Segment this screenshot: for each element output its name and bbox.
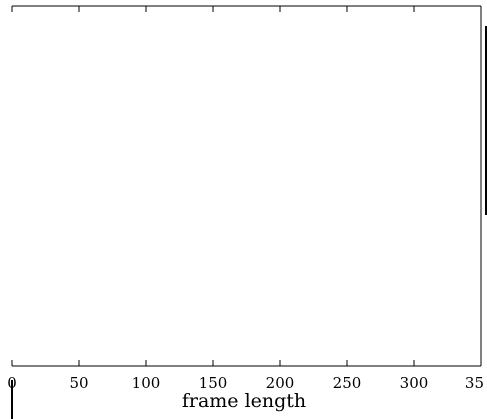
- x-tick-label: 150: [199, 374, 228, 392]
- x-tick-label: 0: [7, 374, 17, 392]
- x-tick-labels: 0 50 100 150 200 250 300 35: [7, 374, 484, 392]
- x-ticks: [11, 6, 482, 366]
- x-axis-label: frame length: [182, 390, 306, 412]
- x-tick-label: 200: [266, 374, 295, 392]
- x-tick-label: 35: [465, 374, 484, 392]
- x-tick-label: 50: [69, 374, 88, 392]
- x-tick-label: 250: [333, 374, 362, 392]
- x-tick-label: 100: [132, 374, 161, 392]
- x-tick-label: 300: [400, 374, 429, 392]
- plot-frame: [11, 5, 487, 419]
